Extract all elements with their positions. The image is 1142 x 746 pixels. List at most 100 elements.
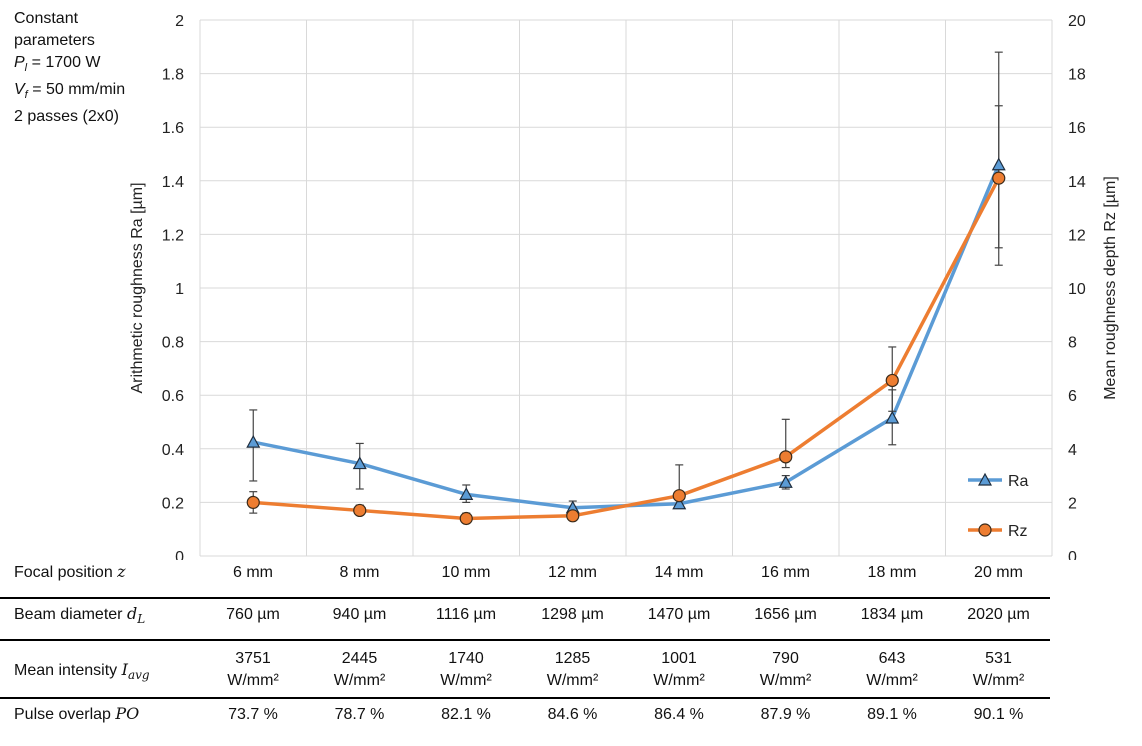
table-cell: 8 mm [307, 562, 413, 584]
cell-unit: W/mm² [972, 672, 1025, 689]
table-cell: 2445 W/mm² [307, 648, 413, 692]
ra-point [459, 487, 474, 500]
table-cell: 86.4 % [626, 704, 732, 726]
cell-value: 18 mm [867, 564, 917, 581]
y2-tick-label: 20 [1068, 13, 1086, 30]
y-axis-title: Arithmetic roughness Ra [µm] [129, 182, 146, 393]
row-label-subscript: avg [127, 668, 150, 683]
table-row-label: Pulse overlap PO [14, 704, 139, 724]
constant-parameters: Constant parameters Pl = 1700 W Vf = 50 … [14, 8, 125, 128]
row-label-text: Mean intensity [14, 662, 122, 679]
y2-tick-label: 8 [1068, 335, 1077, 352]
y2-tick-label: 4 [1068, 442, 1077, 459]
legend-label-rz: Rz [1008, 523, 1028, 540]
ra-point [778, 475, 793, 488]
cell-value: 12 mm [548, 564, 597, 581]
y2-tick-label: 6 [1068, 388, 1077, 405]
row-label-text: Pulse overlap [14, 706, 116, 723]
cell-unit: W/mm² [866, 672, 918, 689]
cell-unit: W/mm² [440, 672, 492, 689]
y2-tick-label: 0 [1068, 549, 1077, 560]
cell-value: 90.1 % [973, 706, 1024, 723]
table-divider [0, 639, 1050, 641]
cell-value: 1298 µm [541, 606, 604, 623]
row-label-text: Beam diameter [14, 606, 127, 623]
cell-unit: W/mm² [227, 672, 279, 689]
cell-value: 1470 µm [647, 606, 711, 623]
table-cell: 1116 µm [413, 604, 519, 626]
table-row-label: Mean intensity Iavg [14, 660, 150, 682]
legend-label-ra: Ra [1008, 473, 1029, 490]
table-cell: 1740 W/mm² [413, 648, 519, 692]
y2-axis-title: Mean roughness depth Rz [µm] [1102, 176, 1119, 400]
params-line2: parameters [14, 32, 95, 49]
row-label-subscript: L [137, 612, 146, 627]
rz-point [672, 489, 686, 503]
cell-value: 2020 µm [967, 606, 1030, 623]
table-cell: 3751 W/mm² [200, 648, 306, 692]
table-row-label: Focal position z [14, 562, 126, 582]
y-tick-label: 1.4 [162, 174, 184, 191]
cell-value: 6 mm [233, 564, 273, 581]
table-cell: 940 µm [307, 604, 413, 626]
y-tick-label: 2 [175, 13, 184, 30]
y-tick-label: 0.6 [162, 388, 184, 405]
y-tick-label: 0.2 [162, 495, 184, 512]
cell-value: 87.9 % [760, 706, 811, 723]
cell-value: 790 [772, 650, 799, 667]
cell-value: 2445 [341, 650, 378, 667]
table-cell: 790 W/mm² [733, 648, 839, 692]
table-cell: 73.7 % [200, 704, 306, 726]
y2-tick-label: 16 [1068, 120, 1086, 137]
cell-value: 643 [878, 650, 906, 667]
row-label-symbol: I [121, 660, 128, 679]
cell-value: 84.6 % [547, 706, 598, 723]
cell-value: 1001 [661, 650, 697, 667]
table-cell: 1834 µm [839, 604, 945, 626]
cell-value: 73.7 % [228, 706, 278, 723]
legend-marker-rz [978, 523, 992, 537]
y-tick-label: 1.6 [162, 120, 184, 137]
cell-unit: W/mm² [759, 672, 812, 689]
table-cell: 1298 µm [520, 604, 626, 626]
cell-value: 8 mm [339, 564, 380, 581]
table-cell: 84.6 % [520, 704, 626, 726]
y2-tick-label: 18 [1068, 67, 1086, 84]
table-cell: 1656 µm [733, 604, 839, 626]
roughness-chart: 00.20.40.60.811.21.41.61.820246810121416… [129, 13, 1119, 560]
row-label-text: Focal position [14, 564, 118, 581]
cell-value: 20 mm [974, 564, 1023, 581]
table-cell: 2020 µm [946, 604, 1052, 626]
rz-point [246, 495, 260, 509]
y-tick-label: 1.2 [162, 227, 184, 244]
rz-point [779, 450, 793, 464]
table-cell: 1470 µm [626, 604, 732, 626]
table-cell: 20 mm [946, 562, 1052, 584]
cell-value: 1656 µm [754, 606, 817, 623]
legend-marker-ra [977, 472, 993, 486]
y-tick-label: 1 [175, 281, 184, 298]
table-cell: 643 W/mm² [839, 648, 945, 692]
y2-tick-label: 10 [1068, 281, 1086, 298]
table-cell: 6 mm [200, 562, 306, 584]
rz-point [353, 503, 367, 518]
table-cell: 760 µm [200, 604, 306, 626]
cell-value: 16 mm [761, 564, 810, 581]
cell-unit: W/mm² [333, 672, 386, 689]
row-label-symbol: d [126, 604, 138, 623]
ra-point [991, 157, 1006, 171]
cell-unit: W/mm² [653, 672, 705, 689]
cell-value: 1834 µm [860, 606, 924, 623]
ra-point [352, 456, 367, 470]
cell-value: 86.4 % [654, 706, 704, 723]
table-cell: 87.9 % [733, 704, 839, 726]
cell-unit: W/mm² [546, 672, 599, 689]
rz-series-line [253, 177, 1001, 521]
table-cell: 1001 W/mm² [626, 648, 732, 692]
rz-point [566, 509, 580, 523]
table-cell: 12 mm [520, 562, 626, 584]
y2-tick-label: 14 [1068, 174, 1086, 191]
ra-point [885, 410, 900, 424]
cell-value: 10 mm [441, 564, 491, 581]
row-label-symbol: z [117, 562, 126, 581]
